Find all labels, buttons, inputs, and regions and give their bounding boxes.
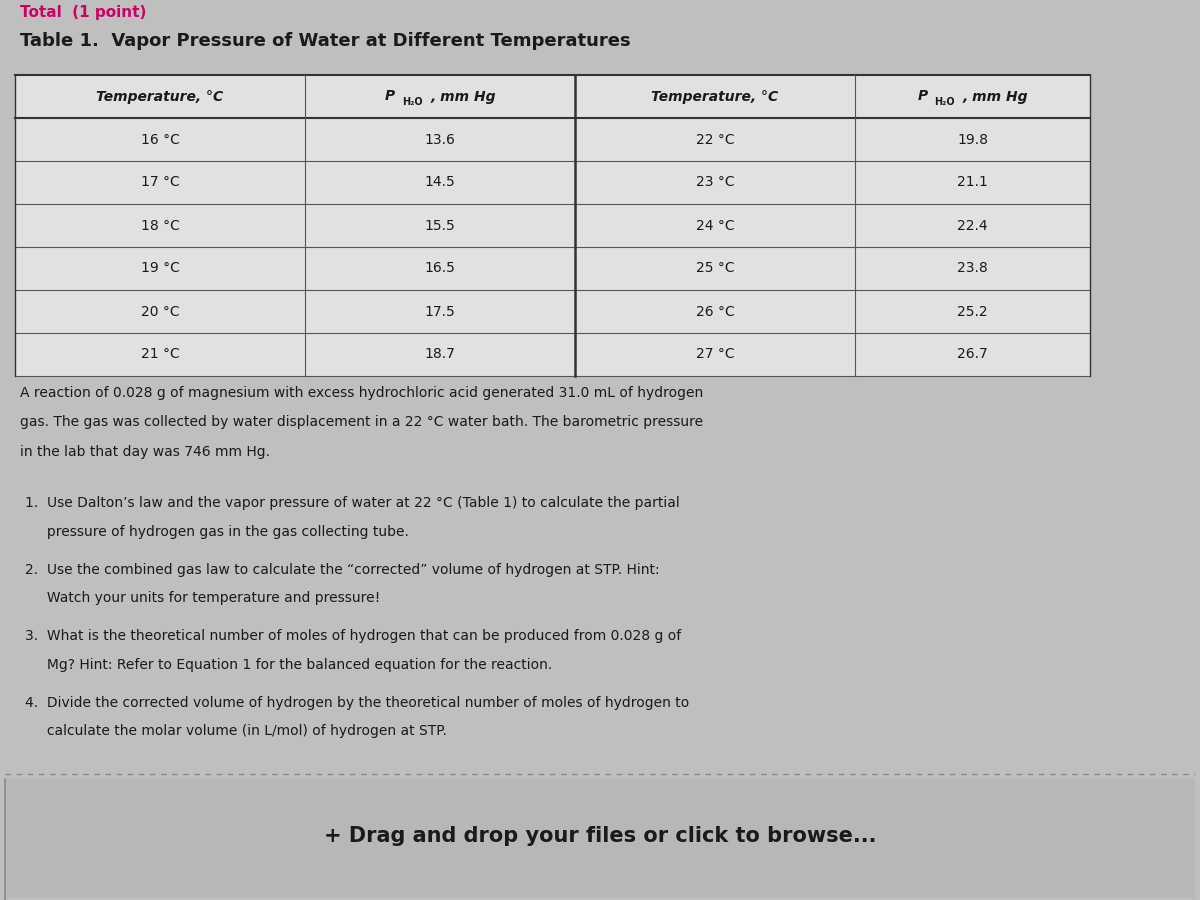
Text: 3.  What is the theoretical number of moles of hydrogen that can be produced fro: 3. What is the theoretical number of mol… (25, 629, 682, 643)
Text: 1.  Use Dalton’s law and the vapor pressure of water at 22 °C (Table 1) to calcu: 1. Use Dalton’s law and the vapor pressu… (25, 497, 679, 510)
Text: 27 °C: 27 °C (696, 347, 734, 362)
Text: 17.5: 17.5 (425, 304, 455, 319)
Text: 13.6: 13.6 (425, 132, 456, 147)
Text: P: P (918, 89, 928, 104)
Text: H₂O: H₂O (402, 97, 422, 107)
Text: H₂O: H₂O (935, 97, 955, 107)
Text: 23.8: 23.8 (958, 262, 988, 275)
Text: Temperature, °C: Temperature, °C (652, 89, 779, 104)
Text: 26.7: 26.7 (958, 347, 988, 362)
Text: Table 1.  Vapor Pressure of Water at Different Temperatures: Table 1. Vapor Pressure of Water at Diff… (20, 32, 631, 50)
Text: 22 °C: 22 °C (696, 132, 734, 147)
Text: 21 °C: 21 °C (140, 347, 179, 362)
Text: 4.  Divide the corrected volume of hydrogen by the theoretical number of moles o: 4. Divide the corrected volume of hydrog… (25, 696, 689, 710)
Text: gas. The gas was collected by water displacement in a 22 °C water bath. The baro: gas. The gas was collected by water disp… (20, 416, 703, 429)
Text: 25.2: 25.2 (958, 304, 988, 319)
Bar (14, 75, 1090, 376)
Text: , mm Hg: , mm Hg (962, 89, 1028, 104)
Text: pressure of hydrogen gas in the gas collecting tube.: pressure of hydrogen gas in the gas coll… (25, 525, 409, 539)
Text: 23 °C: 23 °C (696, 176, 734, 190)
Text: A reaction of 0.028 g of magnesium with excess hydrochloric acid generated 31.0 : A reaction of 0.028 g of magnesium with … (20, 386, 703, 400)
Text: 17 °C: 17 °C (140, 176, 179, 190)
Text: 14.5: 14.5 (425, 176, 455, 190)
Text: Temperature, °C: Temperature, °C (96, 89, 223, 104)
Text: Total  (1 point): Total (1 point) (20, 5, 146, 20)
Text: 18 °C: 18 °C (140, 219, 180, 232)
Text: 18.7: 18.7 (425, 347, 456, 362)
Text: Watch your units for temperature and pressure!: Watch your units for temperature and pre… (25, 591, 380, 606)
Text: , mm Hg: , mm Hg (430, 89, 496, 104)
Text: in the lab that day was 746 mm Hg.: in the lab that day was 746 mm Hg. (20, 445, 270, 459)
Text: + Drag and drop your files or click to browse...: + Drag and drop your files or click to b… (324, 826, 876, 846)
Text: 19 °C: 19 °C (140, 262, 180, 275)
Text: 16 °C: 16 °C (140, 132, 180, 147)
Text: 24 °C: 24 °C (696, 219, 734, 232)
Text: 20 °C: 20 °C (140, 304, 179, 319)
Bar (5, 779, 1195, 898)
Text: 2.  Use the combined gas law to calculate the “corrected” volume of hydrogen at : 2. Use the combined gas law to calculate… (25, 563, 660, 577)
Text: 22.4: 22.4 (958, 219, 988, 232)
Text: 21.1: 21.1 (958, 176, 988, 190)
Text: Mg? Hint: Refer to Equation 1 for the balanced equation for the reaction.: Mg? Hint: Refer to Equation 1 for the ba… (25, 658, 552, 672)
Text: P: P (385, 89, 395, 104)
Text: 19.8: 19.8 (958, 132, 988, 147)
Text: 26 °C: 26 °C (696, 304, 734, 319)
Text: 16.5: 16.5 (425, 262, 456, 275)
Text: 25 °C: 25 °C (696, 262, 734, 275)
Text: calculate the molar volume (in L/mol) of hydrogen at STP.: calculate the molar volume (in L/mol) of… (25, 724, 446, 739)
Text: 15.5: 15.5 (425, 219, 455, 232)
